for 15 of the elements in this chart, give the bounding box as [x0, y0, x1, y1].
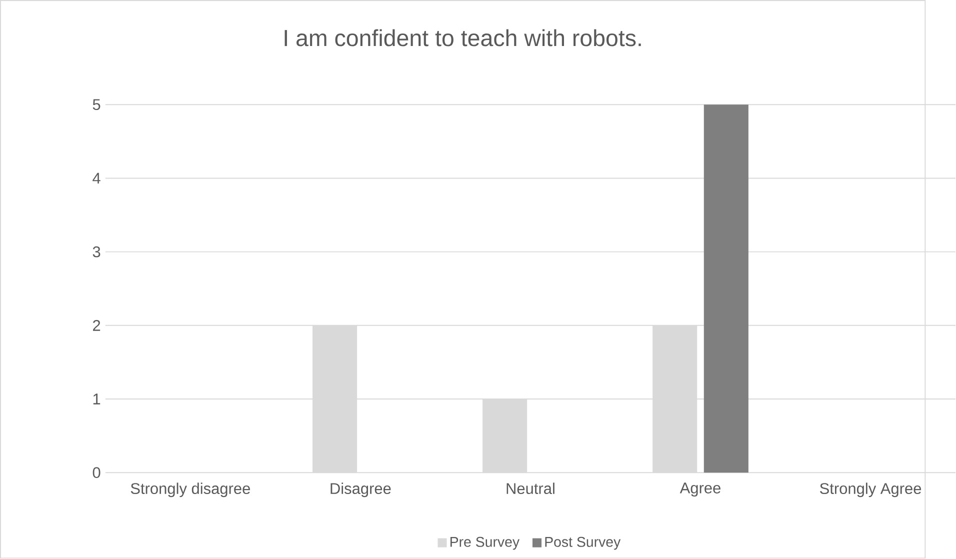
x-tick-label: Agree — [680, 482, 720, 497]
y-tick-label: 4 — [92, 173, 100, 184]
y-tick-label: 1 — [93, 394, 100, 404]
x-tick-label: Disagree — [330, 482, 391, 498]
legend-label: Pre Survey — [450, 537, 520, 550]
x-tick-label: Strongly Agree — [820, 482, 922, 498]
y-tick-label: 2 — [93, 320, 100, 331]
y-tick-label: 3 — [92, 246, 100, 258]
bar — [704, 104, 748, 473]
legend-label: Post Survey — [545, 537, 621, 550]
y-tick-label: 0 — [92, 467, 100, 478]
x-tick-label: Neutral — [506, 482, 554, 494]
chart-title: I am confident to teach with robots. — [284, 29, 641, 46]
x-tick-label: Strongly disagree — [130, 482, 250, 498]
y-tick-label: 5 — [92, 99, 100, 110]
